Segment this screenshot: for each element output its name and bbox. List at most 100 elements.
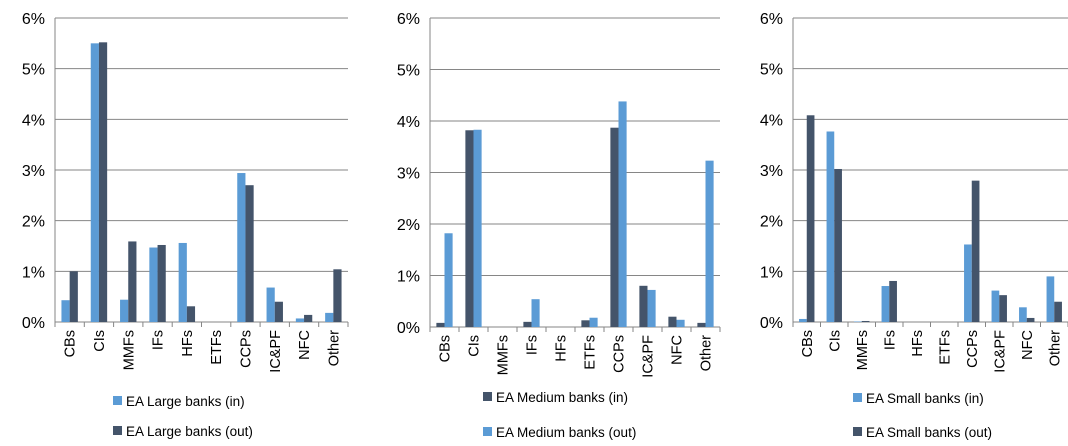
bar — [861, 320, 870, 322]
y-tick-label: 6% — [22, 11, 45, 28]
y-tick-label: 1% — [760, 264, 783, 281]
bar — [274, 301, 283, 322]
x-tick-label: IC&PF — [992, 330, 1008, 373]
chart-panel-3: 0% 1% 2% 3% 4% 5% 6% CBs CIs MMFs IFs HFs ETFs CCPs IC… — [760, 11, 1068, 440]
bar — [971, 180, 980, 322]
y-tick-label: 3% — [397, 166, 420, 183]
bar — [266, 287, 275, 322]
y-tick-label: 4% — [760, 112, 783, 129]
legend-label: EA Large banks (in) — [126, 394, 245, 409]
y-tick-label: 3% — [760, 163, 783, 180]
bar — [889, 280, 897, 322]
bar — [186, 306, 196, 322]
x-tick-label: CIs — [467, 335, 483, 357]
y-tick-label: 0% — [397, 320, 420, 337]
x-tick-label: NFC — [297, 330, 313, 360]
bar — [465, 130, 474, 327]
legend-swatch — [113, 426, 122, 435]
y-tick-label: 0% — [760, 315, 783, 332]
x-tick-label: ETFs — [583, 335, 599, 370]
bar — [178, 242, 187, 322]
x-tick-label: IFs — [151, 330, 167, 350]
y-tick-label: 1% — [397, 269, 420, 286]
x-tick-label: NFC — [670, 335, 686, 365]
bar — [325, 312, 334, 322]
y-tick-label: 4% — [22, 112, 45, 129]
x-tick-label: CBs — [63, 330, 79, 357]
x-tick-label: Other — [326, 330, 342, 366]
x-tick-label: MMFs — [855, 330, 871, 370]
bar — [697, 322, 706, 327]
x-tick-label: CCPs — [238, 330, 254, 368]
x-tick-label: ETFs — [937, 330, 953, 365]
bar — [618, 101, 627, 328]
x-tick-label: HFs — [910, 330, 926, 357]
y-tick-label: 2% — [22, 214, 45, 231]
y-tick-label: 2% — [397, 217, 420, 234]
bar — [61, 300, 70, 322]
bar — [120, 299, 129, 322]
bar — [610, 127, 619, 327]
bar — [964, 244, 972, 322]
bar — [1046, 276, 1055, 322]
legend-swatch — [113, 396, 122, 405]
bar — [444, 233, 453, 327]
bar — [581, 320, 590, 327]
x-tick-label: CCPs — [612, 335, 628, 373]
y-tick-label: 0% — [22, 315, 45, 332]
bar — [639, 285, 648, 327]
bar — [69, 271, 78, 322]
bar — [98, 42, 108, 322]
x-tick-label: MMFs — [121, 330, 137, 370]
bar — [991, 290, 1000, 322]
legend-swatch — [483, 392, 492, 401]
bar — [149, 247, 158, 322]
x-tick-label: MMFs — [496, 335, 512, 375]
legend-label: EA Medium banks (out) — [496, 425, 636, 440]
bar — [799, 318, 807, 322]
y-tick-label: 3% — [22, 163, 45, 180]
x-tick-label: NFC — [1020, 330, 1036, 360]
x-tick-label: IFs — [525, 335, 541, 355]
x-tick-label: ETFs — [209, 330, 225, 365]
bar — [128, 241, 137, 322]
bar — [705, 160, 714, 327]
x-tick-label: Other — [699, 335, 715, 371]
bar — [854, 321, 862, 322]
legend-label: EA Large banks (out) — [126, 424, 253, 439]
y-tick-label: 5% — [397, 63, 420, 80]
bar — [676, 319, 685, 327]
y-tick-label: 5% — [22, 62, 45, 79]
bar — [999, 295, 1007, 322]
bar — [304, 314, 313, 322]
x-tick-label: CCPs — [965, 330, 981, 368]
x-tick-label: CIs — [827, 330, 843, 352]
bar — [589, 317, 598, 327]
x-tick-label: HFs — [554, 335, 570, 362]
y-tick-label: 2% — [760, 214, 783, 231]
legend-label: EA Small banks (out) — [866, 425, 992, 440]
x-tick-label: IC&PF — [268, 330, 284, 373]
legend-swatch — [853, 393, 862, 402]
bar — [806, 115, 815, 322]
legend-label: EA Medium banks (in) — [496, 390, 628, 405]
bar — [1054, 301, 1062, 322]
x-tick-label: CIs — [92, 330, 108, 352]
y-tick-label: 6% — [760, 11, 783, 28]
x-tick-label: HFs — [180, 330, 196, 357]
bar — [668, 316, 677, 327]
bar — [90, 43, 99, 322]
bar — [523, 321, 532, 327]
bar — [295, 318, 305, 322]
bar — [436, 322, 445, 327]
chart-panel-2: 0% 1% 2% 3% 4% 5% 6% CBs CIs MMFs IFs HFs ETFs CCPs IC… — [397, 11, 721, 440]
bar — [237, 173, 246, 322]
y-tick-label: 6% — [397, 11, 420, 28]
x-tick-label: CBs — [438, 335, 454, 362]
bar — [157, 244, 166, 322]
x-tick-label: CBs — [800, 330, 816, 357]
bar — [1026, 317, 1035, 322]
bar — [245, 185, 254, 322]
bar — [1019, 307, 1027, 322]
